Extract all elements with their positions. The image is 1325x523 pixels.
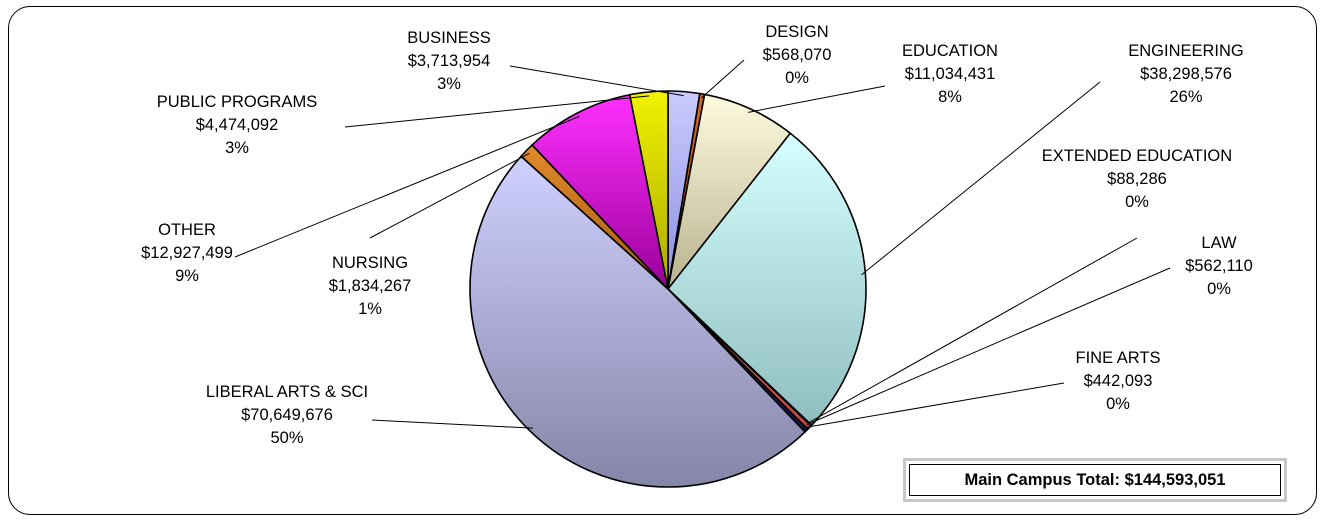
slice-label: DESIGN $568,070 0% (763, 23, 832, 87)
slice-label: PUBLIC PROGRAMS $4,474,092 3% (157, 93, 317, 157)
leader-line (806, 267, 1171, 426)
leader-line (803, 382, 1065, 429)
pie-slice-other (531, 93, 669, 290)
leader-line (748, 85, 886, 113)
leader-lines (234, 59, 1171, 429)
leader-line (344, 95, 650, 128)
pie-slice-engineering (667, 132, 867, 427)
pie-slices (469, 90, 867, 488)
slice-label: LIBERAL ARTS & SCI $70,649,676 50% (206, 383, 368, 447)
chart-frame (8, 6, 1317, 515)
total-label: Main Campus Total: $144,593,051 (964, 470, 1226, 489)
slice-label: NURSING $1,834,267 1% (329, 254, 412, 318)
slice-label: BUSINESS $3,713,954 3% (407, 29, 490, 93)
slice-label: EDUCATION $11,034,431 8% (902, 42, 998, 106)
leader-line (369, 152, 530, 239)
slice-label: OTHER $12,927,499 9% (141, 221, 233, 285)
pie-slice-education (667, 93, 792, 290)
slice-labels: BUSINESS $3,713,954 3% DESIGN $568,070 0% EDUC… (141, 23, 1253, 447)
leader-line (371, 419, 533, 429)
pie-slice-public-programs (628, 90, 669, 290)
leader-line (701, 59, 745, 99)
slice-label: EXTENDED EDUCATION $88,286 0% (1042, 147, 1232, 211)
leader-line (509, 65, 684, 97)
leader-line (808, 237, 1138, 424)
total-box: Main Campus Total: $144,593,051 (903, 458, 1287, 502)
leader-line (234, 116, 580, 258)
slice-label: ENGINEERING $38,298,576 26% (1128, 42, 1244, 106)
leader-line (861, 81, 1101, 276)
slice-label: LAW $562,110 0% (1185, 234, 1253, 298)
slice-label: FINE ARTS $442,093 0% (1076, 349, 1161, 413)
pie-slice-liberal-arts-sci (469, 155, 806, 488)
